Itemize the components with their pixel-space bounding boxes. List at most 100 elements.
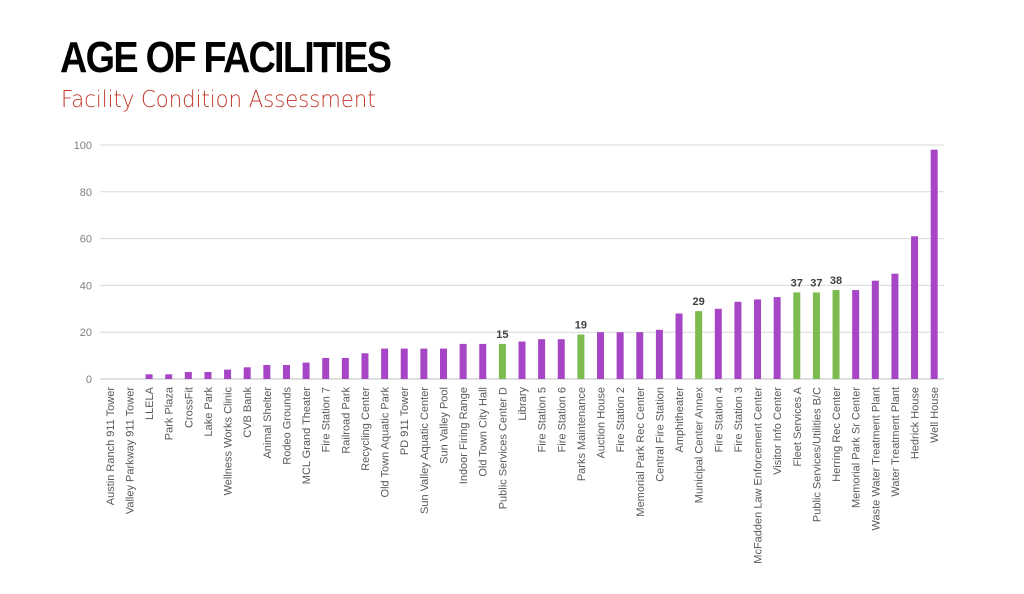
bar (832, 290, 840, 379)
bar (165, 374, 173, 379)
bar (243, 367, 251, 379)
y-tick-label: 80 (80, 187, 92, 199)
bar (204, 371, 212, 379)
bar (498, 343, 506, 379)
bar (655, 329, 663, 379)
data-label: 15 (496, 329, 508, 341)
category-label: Parks Maintenance (576, 387, 588, 481)
bar (322, 357, 330, 379)
bar (754, 299, 762, 379)
data-label: 37 (791, 277, 803, 289)
category-label: Waste Water Treatment Plant (870, 387, 882, 530)
y-tick-label: 60 (80, 234, 92, 246)
category-label: Fire Station 3 (733, 387, 745, 452)
bar (812, 292, 820, 379)
category-label: Indoor Firing Range (458, 387, 470, 484)
bar (420, 348, 428, 379)
category-label: Fleet Services A (792, 386, 804, 466)
bar (538, 339, 546, 379)
category-label: Fire Station 6 (556, 387, 568, 452)
category-label: Fire Station 5 (537, 387, 549, 452)
bar (184, 371, 192, 379)
bars (145, 149, 938, 379)
category-label: Public Services/Utilities B/C (811, 387, 823, 522)
category-label: Animal Shelter (262, 387, 274, 459)
bar (675, 313, 683, 379)
y-tick-label: 100 (74, 140, 92, 152)
category-label: Old Town Aquatic Park (380, 387, 392, 498)
category-label: Fire Station 7 (321, 387, 333, 452)
bar (597, 332, 605, 379)
category-label: Herring Rec Center (831, 387, 843, 482)
bar (695, 311, 703, 379)
bar (224, 369, 232, 379)
category-label: Fire Station 2 (615, 387, 627, 452)
data-label: 29 (693, 296, 705, 308)
bar (852, 290, 860, 379)
category-label: Fire Station 4 (713, 387, 725, 452)
category-label: PD 911 Tower (399, 387, 411, 455)
category-label: Park Plaza (164, 386, 176, 440)
bar (773, 297, 781, 379)
page-subtitle: Facility Condition Assessment (61, 87, 376, 113)
category-label: Old Town City Hall (478, 387, 490, 477)
bar (577, 334, 585, 379)
category-label: Rodeo Grounds (281, 387, 293, 465)
category-label: Recycling Center (360, 387, 372, 471)
bar (793, 292, 801, 379)
bar (714, 308, 722, 379)
category-label: Railroad Park (340, 387, 352, 454)
category-label: Visitor Info Center (772, 387, 784, 475)
category-label: LLELA (144, 386, 156, 420)
page-title: AGE OF FACILITIES (60, 33, 392, 82)
bar (616, 332, 624, 379)
category-label: Sun Valley Pool (438, 387, 450, 464)
category-label: Public Services Center D (497, 387, 509, 509)
y-tick-label: 0 (86, 374, 92, 386)
category-label: MCL Grand Theater (301, 387, 313, 485)
bar (282, 364, 290, 379)
bar (479, 343, 487, 379)
bar (400, 348, 408, 379)
category-label: Austin Ranch 911 Tower (105, 387, 117, 506)
category-label: Amphitheater (674, 387, 686, 453)
data-label: 37 (810, 277, 822, 289)
data-labels: 15 19 29 37 37 38 (496, 275, 842, 341)
bar (636, 332, 644, 379)
category-label: Lake Park (203, 387, 215, 437)
bar (263, 364, 271, 379)
category-label: Central Fire Station (654, 387, 666, 482)
y-tick-label: 40 (80, 280, 92, 292)
category-label: Hedrick House (910, 387, 922, 459)
category-label: Water Treatment Plant (890, 387, 902, 497)
category-label: Library (517, 387, 529, 421)
bar (341, 357, 349, 379)
bar (381, 348, 389, 379)
y-tick-label: 20 (80, 327, 92, 339)
bar (439, 348, 447, 379)
category-label: Sun Valley Aquatic Center (419, 387, 431, 514)
category-label: CVB Bank (242, 387, 254, 438)
category-label: Municipal Center Annex (694, 387, 706, 504)
bar (459, 343, 467, 379)
category-label: Memorial Park Rec Center (635, 387, 647, 517)
category-label: Well House (929, 387, 941, 443)
bar (302, 362, 310, 379)
category-label: Valley Parkway 911 Tower (124, 387, 136, 515)
category-label: Memorial Park Sr Center (851, 387, 863, 508)
category-label: Auction House (596, 387, 608, 459)
bar (871, 280, 879, 379)
bar (911, 236, 919, 379)
category-label: CrossFit (183, 387, 195, 428)
bar (361, 353, 369, 379)
category-label: Wellness Works Clinic (223, 387, 235, 496)
bar (930, 149, 938, 379)
bar (734, 301, 742, 379)
category-label: McFadden Law Enforcement Center (753, 387, 765, 564)
x-axis-labels: Austin Ranch 911 Tower Valley Parkway 911… (105, 386, 941, 564)
data-label: 38 (830, 275, 842, 287)
data-label: 19 (575, 320, 587, 332)
bar (891, 273, 899, 379)
bar (145, 374, 153, 379)
